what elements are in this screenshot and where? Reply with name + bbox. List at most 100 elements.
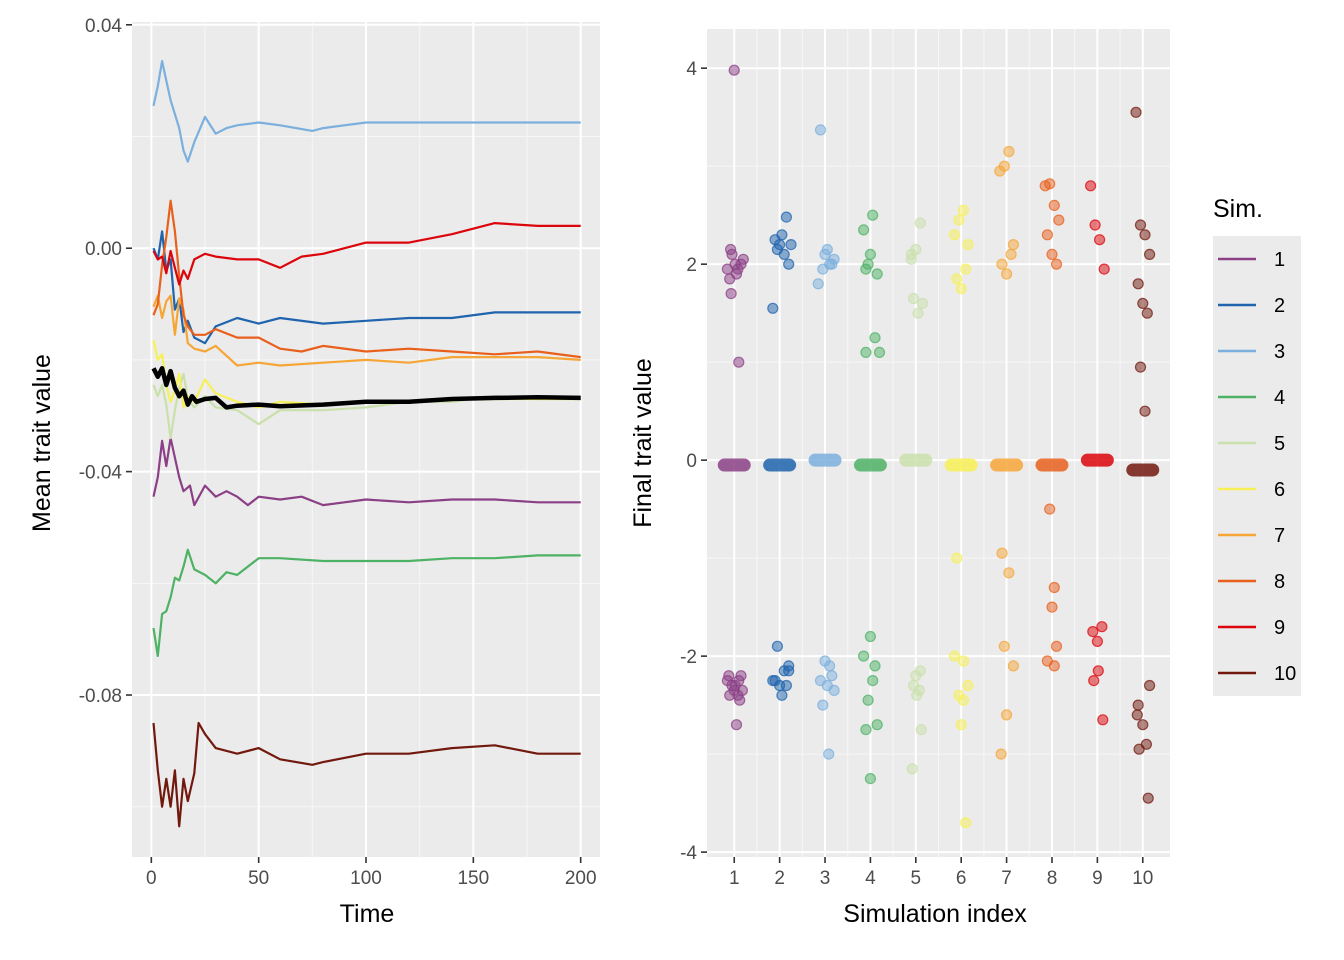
right-x-tick-label: 10 — [1132, 868, 1153, 889]
point-sim-2 — [783, 665, 795, 677]
point-sim-5 — [907, 292, 920, 305]
legend-label-sim-4: 4 — [1274, 387, 1285, 409]
point-sim-7 — [1007, 660, 1020, 672]
point-sim-1 — [728, 64, 740, 76]
point-sim-8 — [1053, 214, 1065, 226]
point-sim-9 — [1089, 219, 1101, 231]
series-line-sim-3 — [152, 59, 581, 163]
point-sim-4 — [867, 674, 879, 687]
point-sim-5 — [910, 243, 922, 256]
point-sim-10 — [1142, 792, 1154, 804]
point-sim-4 — [860, 723, 872, 736]
right-x-tick-label: 5 — [911, 868, 922, 889]
point-sim-10 — [1143, 248, 1156, 260]
legend-label-sim-5: 5 — [1274, 433, 1285, 455]
point-sim-7 — [1003, 145, 1015, 158]
point-sim-6 — [955, 719, 967, 731]
series-line-sim-10 — [152, 721, 581, 828]
right-y-tick-label: 4 — [686, 59, 697, 80]
point-sim-7 — [998, 640, 1010, 652]
point-sim-5 — [914, 217, 926, 229]
point-sim-2 — [780, 679, 793, 692]
legend-title: Sim. — [1213, 195, 1263, 223]
point-sim-3 — [814, 124, 827, 136]
series-line-sim-4 — [152, 548, 581, 658]
right-x-axis-title: Simulation index — [843, 900, 1027, 928]
right-x-tick-label: 8 — [1047, 868, 1058, 889]
point-sim-10 — [1139, 405, 1151, 417]
point-sim-5 — [912, 307, 924, 319]
point-sim-10 — [1132, 278, 1144, 290]
point-sim-6 — [953, 214, 965, 226]
point-sim-4 — [869, 660, 881, 672]
point-sim-10 — [1141, 307, 1153, 319]
point-sim-2 — [785, 239, 797, 251]
right-x-tick-label: 2 — [774, 868, 785, 889]
left-x-axis-title: Time — [340, 900, 395, 928]
point-sim-4 — [871, 719, 883, 731]
point-sim-6 — [955, 283, 967, 295]
legend-label-sim-3: 3 — [1274, 341, 1285, 363]
right-y-tick-label: -4 — [680, 843, 697, 864]
right-x-tick-label: 6 — [956, 868, 967, 889]
point-sim-3 — [826, 670, 838, 682]
point-sim-3 — [817, 263, 829, 275]
left-x-tick-label: 100 — [350, 868, 382, 889]
point-sim-6 — [957, 204, 970, 216]
point-sim-6 — [948, 650, 961, 662]
series-line-sim-1 — [152, 437, 581, 507]
right-x-tick-label: 1 — [729, 868, 740, 889]
point-sim-9 — [1088, 674, 1100, 687]
point-sim-7 — [1005, 248, 1017, 260]
point-sim-8 — [1050, 258, 1063, 270]
point-sim-4 — [873, 346, 886, 358]
point-sim-1 — [724, 243, 737, 256]
series-line-sim-7 — [152, 294, 581, 367]
point-sim-4 — [864, 772, 877, 785]
left-y-tick-label: 0.04 — [85, 16, 122, 37]
point-sim-5 — [911, 689, 923, 701]
final-trait-panel: 1 2 3 4 5 6 7 8 9 10 4 2 0 -2 -4 — [680, 29, 1170, 889]
point-sim-1 — [732, 689, 744, 701]
point-sim-8 — [1044, 178, 1056, 190]
point-sim-4 — [860, 263, 872, 275]
legend-label-sim-6: 6 — [1274, 479, 1285, 501]
point-sim-7 — [996, 547, 1008, 559]
point-sim-1 — [733, 356, 745, 368]
point-sim-9 — [1097, 714, 1109, 726]
point-sim-7 — [996, 258, 1008, 270]
point-sim-3 — [812, 278, 824, 290]
point-sim-3 — [823, 748, 835, 760]
legend-label-sim-8: 8 — [1274, 571, 1285, 593]
left-x-tick-label: 50 — [248, 868, 269, 889]
point-sim-3 — [826, 258, 838, 270]
point-sim-6 — [960, 817, 972, 829]
point-sim-8 — [1048, 199, 1060, 211]
right-y-axis-title: Final trait value — [629, 358, 657, 528]
legend-label-sim-9: 9 — [1274, 617, 1285, 639]
point-sim-2 — [767, 674, 779, 687]
point-sim-4 — [860, 346, 872, 358]
mean-line — [151, 366, 581, 410]
point-sim-8 — [1050, 640, 1063, 652]
left-y-axis-title: Mean trait value — [28, 354, 56, 532]
point-sim-4 — [862, 694, 874, 706]
point-sim-5 — [905, 253, 917, 265]
point-sim-8 — [1048, 581, 1060, 594]
right-x-tick-label: 4 — [865, 868, 876, 889]
point-sim-4 — [869, 332, 881, 344]
left-x-tick-label: 200 — [565, 868, 597, 889]
right-y-tick-label: -2 — [680, 647, 697, 668]
point-sim-6 — [957, 655, 970, 667]
point-sim-10 — [1130, 106, 1142, 118]
point-sim-10 — [1133, 743, 1145, 755]
point-sim-5 — [916, 297, 929, 309]
right-x-tick-label: 9 — [1092, 868, 1103, 889]
point-sim-7 — [998, 160, 1010, 172]
right-y-tick-label: 0 — [686, 451, 697, 472]
point-sim-10 — [1134, 361, 1147, 373]
point-sim-2 — [767, 302, 779, 314]
point-sim-1 — [730, 719, 743, 731]
point-sim-9 — [1098, 263, 1110, 275]
